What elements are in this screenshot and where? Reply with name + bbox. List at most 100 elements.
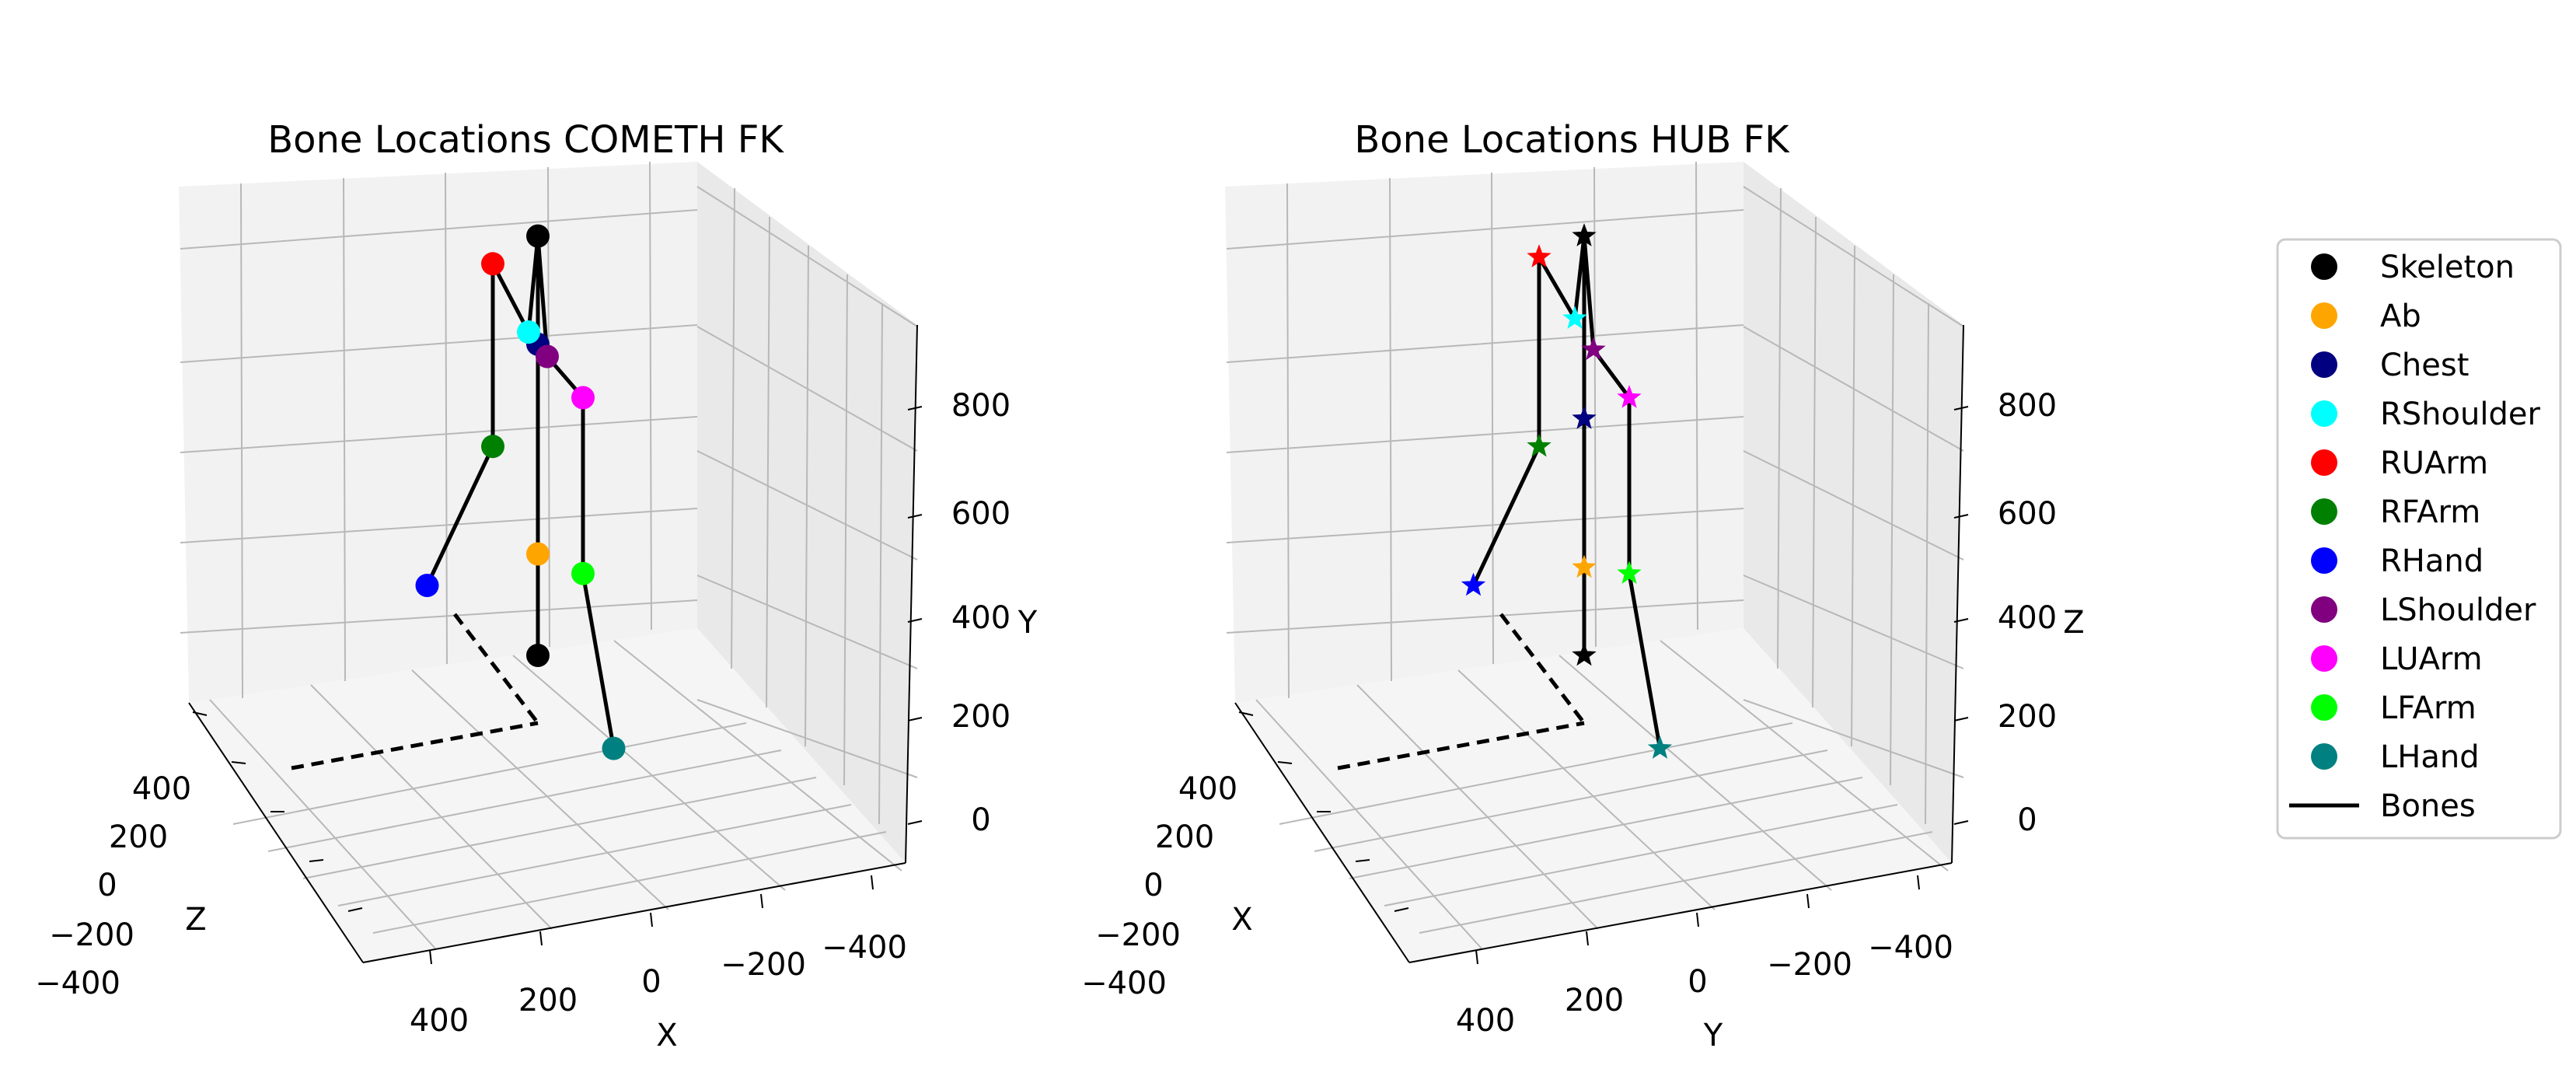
bottom-tick-mark xyxy=(1696,912,1699,928)
joint-rhand xyxy=(415,574,439,597)
legend-label: RFArm xyxy=(2380,494,2480,530)
legend-marker xyxy=(2311,743,2337,770)
grid-line xyxy=(1660,640,1949,872)
grid-line xyxy=(1491,172,1494,665)
floor xyxy=(189,628,906,962)
grid-line xyxy=(649,161,652,631)
joint-ab xyxy=(526,542,550,566)
legend-label: Chest xyxy=(2380,348,2469,383)
vertical-tick-mark xyxy=(907,717,923,721)
legend-marker xyxy=(2311,694,2337,721)
chart-title: Bone Locations HUB FK xyxy=(1354,118,1790,162)
legend-frame xyxy=(2276,238,2562,840)
vertical-axis-line xyxy=(905,324,918,864)
joint-luarm xyxy=(1617,385,1642,408)
legend-marker xyxy=(2311,645,2337,672)
grid-line xyxy=(267,749,782,852)
depth-axis-label: Z xyxy=(185,902,206,938)
depth-tick-label: 0 xyxy=(97,868,117,903)
bottom-tick-mark xyxy=(871,875,874,890)
joint-lshoulder xyxy=(1581,337,1606,361)
grid-line xyxy=(445,172,448,665)
legend-label: Skeleton xyxy=(2380,250,2515,285)
grid-line xyxy=(1226,416,1744,453)
grid-line xyxy=(1286,183,1290,699)
grid-line xyxy=(696,326,918,452)
joint-rfarm xyxy=(481,435,504,459)
bottom-tick-label: 400 xyxy=(1456,1003,1515,1039)
bottom-tick-label: 200 xyxy=(518,983,578,1018)
grid-line xyxy=(1419,831,1933,934)
grid-line xyxy=(1226,508,1744,543)
joint-rshoulder xyxy=(1562,306,1587,329)
vertical-tick-label: 800 xyxy=(951,388,1011,424)
grid-line xyxy=(843,274,848,786)
depth-tick-mark xyxy=(1355,859,1370,862)
bottom-tick-label: −400 xyxy=(1868,930,1953,966)
grid-line xyxy=(1279,722,1793,825)
depth-tick-mark xyxy=(1277,761,1293,764)
bone-line xyxy=(1537,256,1577,320)
depth-tick-mark xyxy=(231,761,246,764)
depth-tick-label: 400 xyxy=(132,771,191,807)
bottom-tick-mark xyxy=(429,949,432,965)
vertical-tick-label: 800 xyxy=(1998,388,2057,424)
depth-tick-label: −200 xyxy=(49,917,134,953)
bottom-tick-mark xyxy=(539,931,543,946)
vertical-tick-label: 0 xyxy=(971,802,990,838)
joint-lhand xyxy=(1647,735,1673,759)
grid-line xyxy=(1593,166,1597,648)
joint-lfarm xyxy=(1617,561,1642,584)
grid-line xyxy=(696,699,918,778)
grid-line xyxy=(1812,216,1817,708)
legend-label: LHand xyxy=(2380,739,2480,775)
joint-rfarm xyxy=(1527,433,1552,457)
depth-tick-label: −400 xyxy=(1081,966,1167,1001)
vertical-tick-label: 600 xyxy=(951,496,1011,532)
grid-line xyxy=(1851,245,1855,747)
grid-line xyxy=(613,640,902,872)
bottom-tick-mark xyxy=(650,912,653,928)
grid-line xyxy=(547,166,550,648)
joint-rshoulder xyxy=(517,320,540,344)
bone-line xyxy=(1572,236,1586,319)
floor xyxy=(1235,628,1952,962)
grid-line xyxy=(1314,749,1828,852)
grid-line xyxy=(1226,209,1744,250)
bottom-tick-mark xyxy=(1806,893,1810,909)
vertical-tick-mark xyxy=(1953,514,1969,519)
grid-line xyxy=(696,186,918,327)
joint-luarm xyxy=(571,386,595,410)
grid-line xyxy=(1743,326,1964,452)
joint-chest xyxy=(1572,406,1597,429)
joint-ruarm xyxy=(481,252,504,276)
dashed-horizontal-axis xyxy=(1337,721,1585,770)
legend-label: LUArm xyxy=(2380,641,2483,677)
grid-line xyxy=(1890,274,1894,786)
bone-line xyxy=(1471,445,1541,587)
depth-tick-mark xyxy=(347,907,363,912)
legend-marker xyxy=(2311,253,2337,280)
dashed-horizontal-axis xyxy=(291,721,539,770)
bottom-axis-line xyxy=(1408,862,1953,963)
back-wall xyxy=(179,162,697,703)
bone-line xyxy=(581,573,616,749)
grid-line xyxy=(696,450,918,561)
joint-ab xyxy=(1572,554,1597,578)
depth-tick-mark xyxy=(1394,907,1409,912)
dashed-depth-axis xyxy=(453,613,539,725)
grid-line xyxy=(766,216,770,708)
legend-marker xyxy=(2311,351,2337,378)
vertical-tick-label: 400 xyxy=(951,600,1011,636)
legend-marker xyxy=(2311,547,2337,574)
bone-line xyxy=(425,445,495,587)
bone-line xyxy=(1627,573,1662,749)
depth-tick-label: −200 xyxy=(1095,917,1181,953)
grid-line xyxy=(372,831,887,934)
joint-skeleton xyxy=(1572,223,1597,246)
bone-line xyxy=(526,236,540,333)
depth-tick-mark xyxy=(309,859,324,862)
joint-skeleton xyxy=(1572,642,1597,666)
grid-line xyxy=(1389,177,1392,682)
bottom-tick-label: 0 xyxy=(1688,964,1707,1000)
